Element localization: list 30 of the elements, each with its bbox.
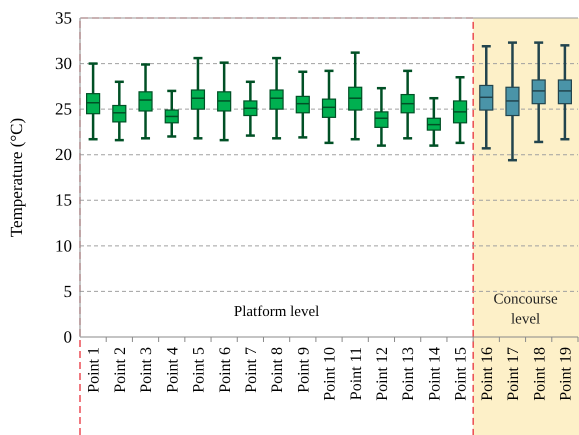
y-tick-label: 20	[55, 145, 72, 164]
x-tick-label: Point 10	[322, 347, 339, 401]
y-axis-title: Temperature (°C)	[7, 118, 26, 238]
y-tick-label: 5	[64, 282, 72, 301]
x-tick-label: Point 15	[452, 347, 470, 401]
x-tick-label: Point 17	[505, 347, 522, 401]
x-tick-label: Point 13	[400, 347, 418, 401]
y-tick-label: 35	[55, 8, 72, 28]
annotation: Platform level	[234, 304, 320, 320]
y-tick-label: 15	[55, 190, 72, 210]
x-tick-label: Point 5	[190, 347, 208, 393]
y-tick-label: 30	[55, 54, 72, 74]
x-tick-label: Point 1	[86, 347, 103, 393]
x-tick-label: Point 6	[216, 347, 234, 393]
x-tick-label: Point 9	[295, 347, 312, 393]
x-tick-label: Point 14	[426, 347, 444, 401]
band-label: Concourse level	[494, 291, 558, 328]
y-tick-label: 10	[55, 236, 72, 256]
x-tick-label: Point 4	[164, 347, 182, 393]
x-tick-label: Point 8	[269, 347, 286, 393]
x-tick-label: Point 3	[138, 347, 156, 393]
x-tick-label: Point 11	[348, 347, 365, 400]
y-tick-label: 25	[55, 100, 72, 119]
x-tick-label: Point 12	[374, 347, 392, 401]
x-tick-label: Point 19	[557, 347, 574, 401]
x-tick-label: Point 16	[478, 347, 496, 401]
x-tick-label: Point 2	[112, 347, 129, 393]
x-tick-label: Point 7	[242, 347, 260, 393]
y-tick-label: 0	[64, 327, 72, 346]
x-tick-label: Point 18	[531, 347, 548, 401]
